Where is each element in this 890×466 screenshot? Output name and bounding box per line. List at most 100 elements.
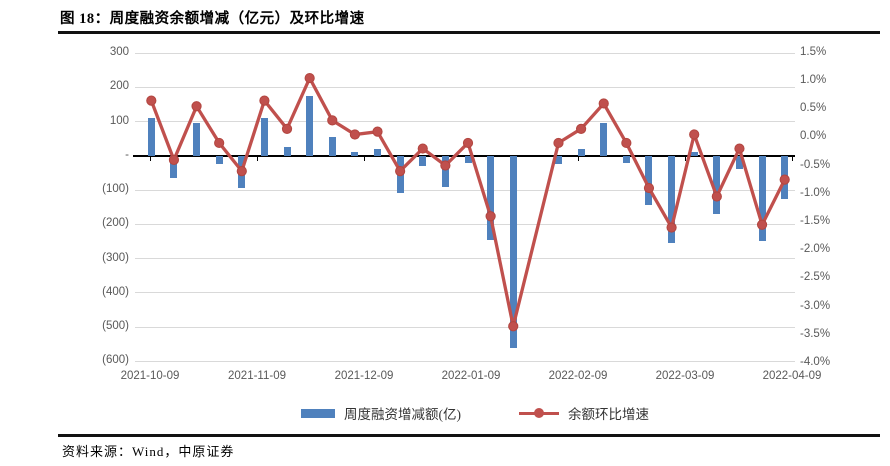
left-axis-tick-label: (500) — [102, 320, 129, 333]
data-point-marker — [576, 123, 587, 134]
x-axis-line — [133, 154, 795, 157]
left-axis-tick-label: 300 — [109, 46, 129, 58]
line-series-label: 余额环比增速 — [568, 407, 649, 422]
right-axis-tick-label: -4.0% — [800, 355, 831, 368]
data-point-marker — [689, 129, 700, 140]
bar — [283, 147, 291, 156]
data-point-marker — [259, 95, 270, 106]
data-point-marker — [485, 211, 496, 222]
line-series-swatch — [519, 408, 559, 418]
data-point-marker — [621, 137, 632, 149]
legend-item-bars: 周度融资增减额(亿) — [301, 403, 461, 423]
left-axis-tick-label: (200) — [102, 217, 129, 230]
right-axis-tick-label: -3.5% — [800, 327, 831, 340]
bar — [509, 155, 517, 348]
gridline — [135, 326, 795, 328]
line-swatch-marker-icon — [534, 408, 544, 418]
bar — [147, 118, 155, 156]
bar — [464, 155, 472, 163]
bar-series-swatch — [301, 408, 335, 418]
data-point-marker — [327, 115, 338, 126]
gridline — [135, 189, 795, 191]
right-axis-tick-label: -2.5% — [800, 271, 831, 284]
x-axis-label: 2021-10-09 — [120, 370, 180, 382]
bar — [328, 136, 336, 156]
data-point-marker — [146, 95, 157, 106]
bar — [713, 155, 721, 214]
bar — [735, 155, 743, 170]
right-axis-tick-label: 0.0% — [800, 130, 827, 143]
data-point-marker — [395, 166, 406, 177]
trend-line — [149, 74, 787, 327]
gridline — [135, 86, 795, 88]
gridline — [135, 223, 795, 225]
x-axis-tick — [257, 156, 258, 161]
x-axis-label: 2022-03-09 — [655, 370, 715, 382]
data-point-marker — [440, 160, 451, 171]
bar-series-label: 周度融资增减额(亿) — [344, 407, 461, 422]
title-divider — [58, 31, 880, 34]
bar — [193, 123, 201, 156]
left-axis-tick-label: (400) — [102, 285, 129, 298]
bar — [600, 123, 608, 156]
x-axis-tick — [150, 156, 151, 161]
data-point-marker — [281, 123, 293, 134]
right-axis-tick-label: 1.0% — [800, 73, 827, 86]
x-axis-tick — [792, 156, 793, 161]
chart-legend: 周度融资增减额(亿) 余额环比增速 — [30, 403, 890, 423]
bar — [419, 155, 427, 167]
x-axis-tick — [578, 156, 579, 161]
source-divider — [58, 434, 880, 437]
bar — [758, 155, 766, 242]
right-axis-tick-label: -1.5% — [800, 214, 831, 227]
data-point-marker — [462, 137, 474, 149]
source-note: 资料来源：Wind，中原证券 — [62, 444, 235, 459]
data-point-marker — [214, 137, 225, 149]
x-axis-label: 2022-01-09 — [441, 370, 501, 382]
chart-area: 300 200 100 - (100) (200) (300) (400) (500) (600)… — [102, 45, 831, 382]
data-point-marker — [711, 191, 722, 202]
data-point-marker — [734, 143, 745, 154]
left-axis-tick-label: (600) — [102, 354, 129, 367]
gridline — [135, 292, 795, 294]
bar — [441, 155, 449, 187]
data-point-marker — [643, 182, 655, 194]
gridline — [135, 360, 795, 362]
bar — [215, 155, 223, 165]
bar — [170, 155, 178, 179]
data-point-marker — [191, 101, 202, 112]
data-point-marker — [598, 98, 609, 109]
line-series-layer — [146, 72, 790, 332]
bar — [622, 155, 630, 163]
bar — [306, 95, 314, 156]
bar — [690, 152, 698, 156]
right-axis-tick-label: -1.0% — [800, 186, 831, 199]
left-axis-tick-label: (300) — [102, 251, 129, 264]
data-point-marker — [304, 72, 315, 84]
data-point-marker — [372, 126, 383, 137]
right-axis-tick-label: 0.5% — [800, 102, 827, 115]
data-point-marker — [553, 137, 564, 149]
data-point-marker — [666, 222, 677, 233]
gridline — [135, 258, 795, 260]
left-axis-tick-label: (100) — [102, 183, 129, 196]
data-point-marker — [168, 154, 180, 165]
right-axis-tick-label: -3.0% — [800, 299, 831, 312]
x-axis-label: 2022-02-09 — [548, 370, 608, 382]
legend-item-line: 余额环比增速 — [519, 403, 649, 423]
left-axis-tick-label: 100 — [109, 114, 129, 127]
right-axis-tick-label: 1.5% — [800, 45, 827, 58]
data-point-marker — [756, 219, 768, 230]
bar — [668, 155, 676, 244]
bar — [577, 148, 585, 156]
bar — [487, 155, 495, 240]
bar — [645, 155, 653, 206]
right-axis-tick-label: -0.5% — [800, 158, 831, 171]
data-point-marker — [349, 129, 360, 140]
figure-title: 图 18：周度融资余额增减（亿元）及环比增速 — [60, 11, 365, 27]
x-axis-label: 2021-12-09 — [334, 370, 394, 382]
x-axis-label: 2021-11-09 — [228, 370, 286, 382]
x-axis-tick — [685, 156, 686, 161]
gridline — [135, 52, 795, 54]
